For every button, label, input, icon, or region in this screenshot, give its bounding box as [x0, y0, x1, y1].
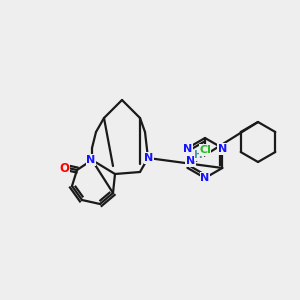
Text: N: N — [144, 153, 154, 163]
Text: N: N — [186, 156, 195, 166]
Text: Cl: Cl — [199, 145, 211, 155]
Text: N: N — [86, 155, 96, 165]
Text: H: H — [194, 150, 203, 160]
Text: O: O — [59, 161, 69, 175]
Text: N: N — [183, 144, 192, 154]
Text: N: N — [218, 144, 227, 154]
Text: N: N — [200, 173, 210, 183]
